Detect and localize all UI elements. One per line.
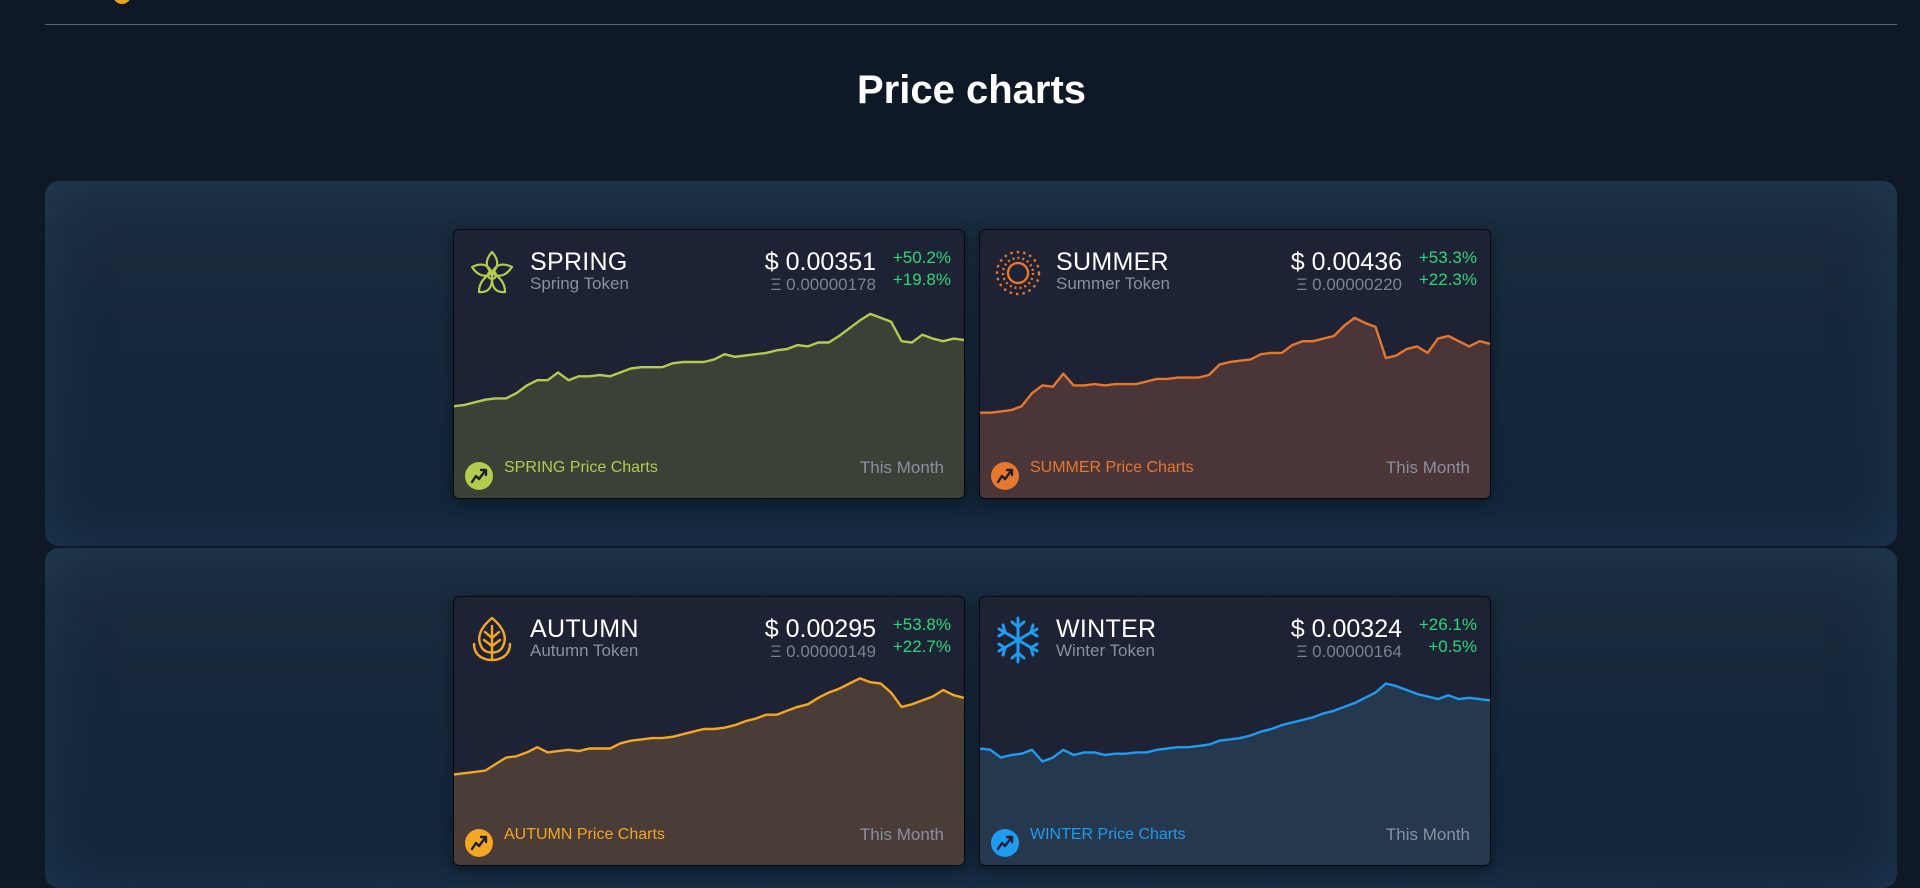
page-title: Price charts bbox=[856, 68, 1087, 112]
token-name: Spring Token bbox=[530, 274, 629, 293]
price-card-spring[interactable]: SPRING Spring Token $ 0.00351 Ξ 0.00000178 +… bbox=[453, 229, 965, 499]
price-eth: Ξ 0.00000178 bbox=[770, 275, 876, 294]
price-change-primary: +50.2% bbox=[892, 248, 951, 267]
top-nav-divider bbox=[45, 0, 1897, 25]
summer-sun-icon bbox=[992, 247, 1044, 299]
chart-price-line bbox=[980, 316, 1490, 414]
winter-snowflake-icon bbox=[992, 614, 1044, 666]
token-name: Winter Token bbox=[1056, 641, 1155, 660]
token-symbol: AUTUMN bbox=[530, 615, 639, 643]
price-usd: $ 0.00324 bbox=[1290, 615, 1402, 643]
chart-area-fill bbox=[980, 683, 1490, 865]
price-eth: Ξ 0.00000164 bbox=[1296, 642, 1402, 661]
chart-area-fill bbox=[454, 313, 964, 498]
trend-up-icon bbox=[991, 829, 1019, 857]
token-name: Autumn Token bbox=[530, 641, 639, 660]
autumn-leaf-icon bbox=[466, 614, 518, 666]
chart-area-fill bbox=[454, 678, 964, 865]
chart-price-line bbox=[980, 682, 1490, 763]
price-usd: $ 0.00295 bbox=[764, 615, 876, 643]
spring-flower-icon bbox=[466, 247, 518, 299]
price-usd: $ 0.00436 bbox=[1290, 248, 1402, 276]
period-selector[interactable]: This Month bbox=[1385, 825, 1470, 844]
token-symbol: SUMMER bbox=[1056, 248, 1169, 276]
price-card-autumn[interactable]: AUTUMN Autumn Token $ 0.00295 Ξ 0.00000149 +… bbox=[453, 596, 965, 866]
price-change-primary: +53.8% bbox=[892, 615, 951, 634]
chart-row-panel bbox=[45, 181, 1897, 546]
price-change-secondary: +22.3% bbox=[1418, 270, 1477, 289]
price-charts-link[interactable]: AUTUMN Price Charts bbox=[504, 826, 665, 843]
token-symbol: WINTER bbox=[1056, 615, 1157, 643]
period-selector[interactable]: This Month bbox=[859, 458, 944, 477]
token-name: Summer Token bbox=[1056, 274, 1171, 293]
period-selector[interactable]: This Month bbox=[1385, 458, 1470, 477]
price-change-secondary: +22.7% bbox=[892, 637, 951, 656]
price-change-primary: +26.1% bbox=[1418, 615, 1477, 634]
price-charts-link[interactable]: WINTER Price Charts bbox=[1030, 826, 1186, 843]
price-charts-link[interactable]: SPRING Price Charts bbox=[504, 459, 658, 476]
trend-up-icon bbox=[991, 462, 1019, 490]
price-chart[interactable] bbox=[454, 597, 964, 865]
price-eth: Ξ 0.00000149 bbox=[770, 642, 876, 661]
price-card-summer[interactable]: SUMMER Summer Token $ 0.00436 Ξ 0.00000220 +… bbox=[979, 229, 1491, 499]
token-symbol: SPRING bbox=[530, 248, 628, 276]
chart-price-line bbox=[454, 677, 964, 776]
chart-row-panel bbox=[45, 548, 1897, 888]
price-chart[interactable] bbox=[454, 230, 964, 498]
price-charts-link[interactable]: SUMMER Price Charts bbox=[1030, 459, 1194, 476]
chart-price-line bbox=[454, 312, 964, 408]
trend-up-icon bbox=[465, 462, 493, 490]
price-chart[interactable] bbox=[980, 230, 1490, 498]
price-change-secondary: +0.5% bbox=[1428, 637, 1477, 656]
period-selector[interactable]: This Month bbox=[859, 825, 944, 844]
price-chart[interactable] bbox=[980, 597, 1490, 865]
price-eth: Ξ 0.00000220 bbox=[1296, 275, 1402, 294]
price-usd: $ 0.00351 bbox=[764, 248, 876, 276]
trend-up-icon bbox=[465, 829, 493, 857]
price-card-winter[interactable]: WINTER Winter Token $ 0.00324 Ξ 0.00000164 +… bbox=[979, 596, 1491, 866]
chart-area-fill bbox=[980, 317, 1490, 498]
logo-icon[interactable] bbox=[113, 0, 131, 4]
price-change-primary: +53.3% bbox=[1418, 248, 1477, 267]
price-change-secondary: +19.8% bbox=[892, 270, 951, 289]
